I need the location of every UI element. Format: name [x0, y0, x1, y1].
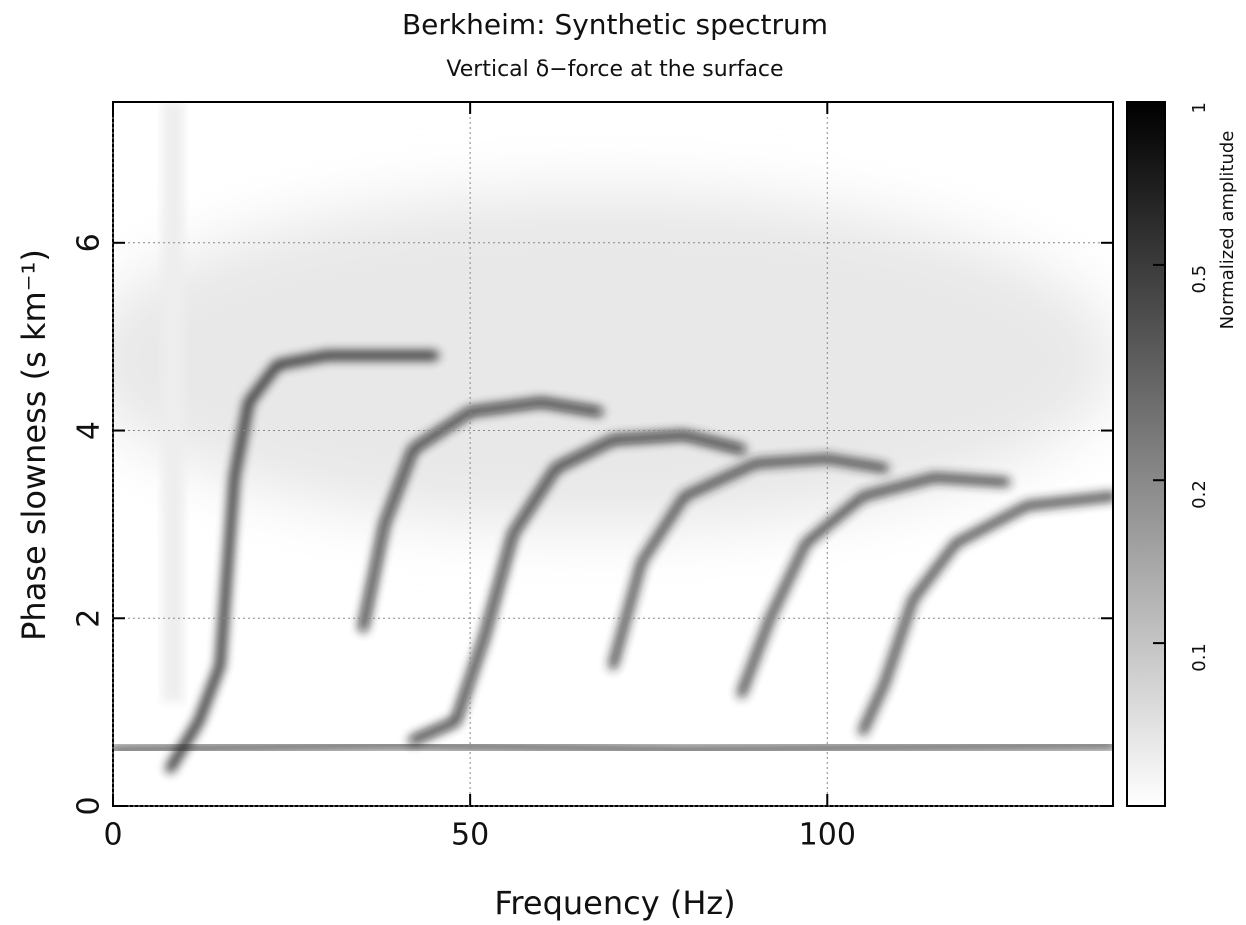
ridge: [165, 350, 439, 773]
ridge: [113, 740, 1113, 755]
y-tick-label: 0: [72, 796, 107, 815]
x-tick-label: 0: [103, 818, 122, 853]
x-tick-label: 50: [451, 818, 489, 853]
x-axis-label: Frequency (Hz): [494, 884, 735, 922]
ridge: [608, 454, 889, 670]
chart-title: Berkheim: Synthetic spectrum: [402, 8, 828, 41]
y-tick-label: 6: [72, 233, 107, 252]
y-tick-label: 4: [72, 421, 107, 440]
colorbar: [1126, 101, 1166, 807]
ridge: [408, 430, 747, 745]
colorbar-tick-label: 0.5: [1189, 265, 1210, 294]
y-axis-label: Phase slowness (s km⁻¹): [15, 249, 53, 641]
y-tick-label: 2: [72, 609, 107, 628]
x-tick-label: 100: [799, 818, 856, 853]
colorbar-tick-label: 0.2: [1189, 480, 1210, 509]
haze: [113, 190, 1113, 530]
chart-subtitle: Vertical δ−force at the surface: [446, 57, 783, 82]
ridge: [858, 491, 1113, 736]
colorbar-tick-label: 0.1: [1189, 643, 1210, 672]
colorbar-tick-label: 1: [1189, 102, 1210, 113]
plot-area: [113, 102, 1113, 806]
ridge: [737, 472, 1011, 698]
haze: [162, 102, 184, 702]
ridge: [358, 397, 604, 633]
colorbar-label: Normalized amplitude: [1217, 131, 1238, 330]
